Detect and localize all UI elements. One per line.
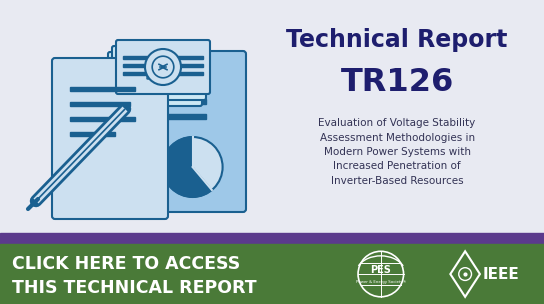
Text: Power & Energy Society®: Power & Energy Society® [356,280,406,284]
Bar [70,132,115,136]
Bar [148,84,206,89]
Text: IEEE: IEEE [483,267,520,282]
Text: Evaluation of Voltage Stability
Assessment Methodologies in
Modern Power Systems: Evaluation of Voltage Stability Assessme… [318,118,476,186]
Wedge shape [163,137,212,197]
Bar [119,78,199,81]
Text: CLICK HERE TO ACCESS: CLICK HERE TO ACCESS [12,255,240,273]
Circle shape [163,137,222,197]
Bar [123,72,203,75]
FancyBboxPatch shape [135,51,246,212]
Text: TR126: TR126 [341,67,454,98]
Text: PES: PES [370,265,391,275]
Bar [0,0,544,233]
Text: Technical Report: Technical Report [287,28,508,51]
Bar [119,62,199,65]
Bar [119,70,199,73]
Circle shape [145,49,181,85]
Bar [0,244,544,304]
Bar [70,117,135,121]
Bar [115,68,195,71]
FancyBboxPatch shape [116,40,210,94]
Bar [70,102,130,106]
FancyBboxPatch shape [52,58,168,219]
Bar [115,76,195,79]
Bar [115,84,195,87]
Polygon shape [147,61,165,79]
Bar [123,64,203,67]
Bar [123,56,203,59]
Bar [146,124,150,199]
Bar [148,114,206,119]
Bar [0,233,544,244]
Text: THIS TECHNICAL REPORT: THIS TECHNICAL REPORT [12,279,257,297]
FancyBboxPatch shape [108,52,202,106]
Bar [70,87,135,91]
FancyBboxPatch shape [112,46,206,100]
Bar [148,99,206,104]
